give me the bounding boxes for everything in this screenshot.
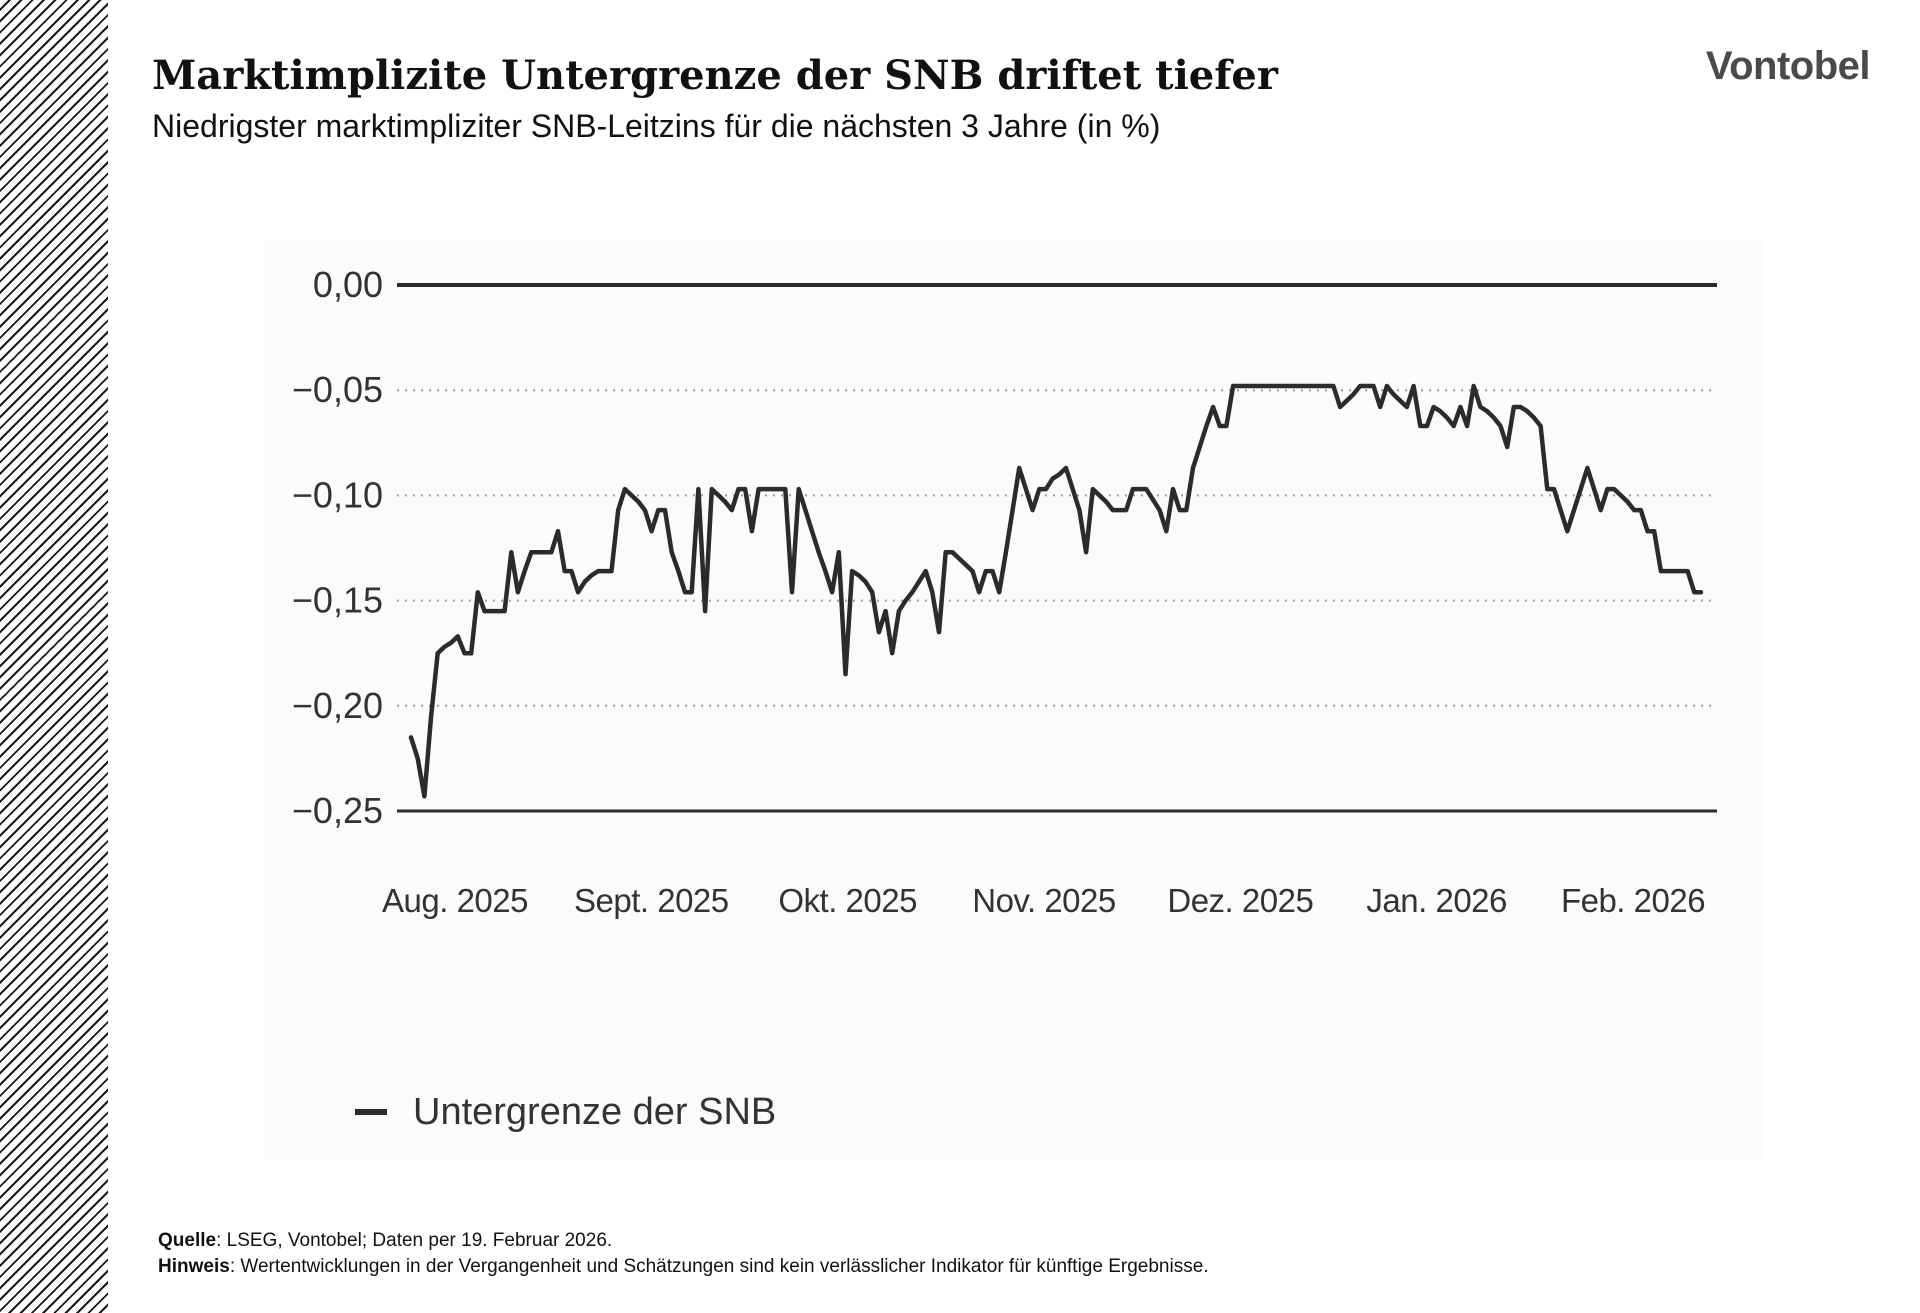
x-tick-label: Aug. 2025 [382, 882, 528, 919]
x-tick-label: Feb. 2026 [1561, 882, 1705, 919]
legend-label: Untergrenze der SNB [413, 1091, 776, 1133]
y-tick-label: 0,00 [313, 264, 383, 305]
y-tick-label: −0,15 [292, 580, 383, 621]
x-tick-label: Dez. 2025 [1167, 882, 1313, 919]
chart-panel: 0,00 −0,05 −0,10 −0,15 −0,20 −0,25 Aug. 2025 Se… [265, 240, 1765, 1160]
note-text: : Wertentwicklungen in der Vergangenheit… [229, 1256, 1209, 1277]
note-label: Hinweis [158, 1256, 230, 1277]
y-tick-label: −0,20 [292, 685, 383, 726]
line-chart: 0,00 −0,05 −0,10 −0,15 −0,20 −0,25 Aug. 2025 Se… [292, 264, 1717, 1133]
footer: Quelle: LSEG, Vontobel; Daten per 19. Fe… [158, 1228, 1209, 1280]
chart-title: Marktimplizite Untergrenze der SNB drift… [152, 52, 1278, 99]
y-tick-label: −0,25 [292, 790, 383, 831]
x-tick-label: Okt. 2025 [778, 882, 917, 919]
vontobel-logo: Vontobel [1705, 44, 1871, 88]
y-tick-label: −0,05 [292, 369, 383, 410]
chart-subtitle: Niedrigster marktimpliziter SNB-Leitzins… [152, 108, 1161, 144]
x-tick-label: Sept. 2025 [574, 882, 729, 919]
source-line: Quelle: LSEG, Vontobel; Daten per 19. Fe… [158, 1228, 1209, 1254]
series-line-untergrenze [408, 383, 1704, 799]
source-text: : LSEG, Vontobel; Daten per 19. Februar … [216, 1230, 613, 1251]
hatched-border [0, 0, 108, 1313]
x-tick-label: Jan. 2026 [1366, 882, 1506, 919]
y-tick-label: −0,10 [292, 474, 383, 515]
note-line: Hinweis: Wertentwicklungen in der Vergan… [158, 1254, 1209, 1280]
source-label: Quelle [158, 1230, 217, 1251]
x-tick-label: Nov. 2025 [972, 882, 1115, 919]
